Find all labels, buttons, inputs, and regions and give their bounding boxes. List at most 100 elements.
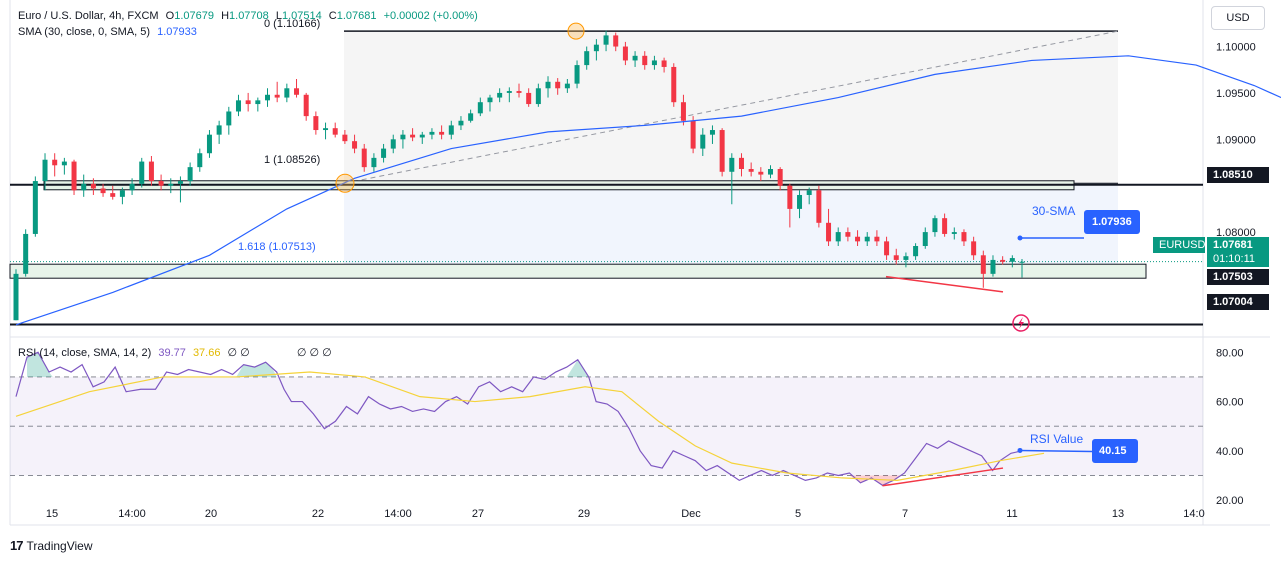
fib-zone-lower bbox=[344, 183, 1118, 278]
candle bbox=[816, 185, 822, 228]
candle bbox=[216, 120, 222, 144]
candle-body bbox=[797, 194, 803, 209]
currency-button[interactable]: USD bbox=[1211, 6, 1265, 30]
candle-body bbox=[971, 241, 977, 256]
rsi-ma-line bbox=[15, 371, 1045, 481]
swing-low-marker bbox=[335, 173, 355, 193]
candle-body bbox=[390, 139, 396, 149]
candle-body bbox=[961, 232, 967, 242]
candle bbox=[177, 176, 183, 203]
candle-body bbox=[729, 157, 735, 172]
candle bbox=[787, 183, 793, 228]
candle bbox=[777, 167, 783, 191]
candle-body bbox=[361, 148, 367, 168]
candle-body bbox=[864, 236, 870, 242]
candle-body bbox=[574, 65, 580, 84]
sma-legend-value: 1.07933 bbox=[157, 26, 197, 38]
candle-body bbox=[139, 161, 145, 184]
candle bbox=[768, 165, 773, 179]
candle-body bbox=[400, 134, 406, 140]
time-axis-label: 27 bbox=[472, 508, 484, 520]
candle-body bbox=[226, 111, 232, 126]
sma-annotation-label: 30-SMA bbox=[1032, 204, 1076, 218]
candle bbox=[845, 227, 851, 242]
sma-annotation-dot bbox=[1017, 235, 1023, 241]
candle bbox=[980, 250, 986, 288]
candle-body bbox=[245, 100, 251, 105]
candle-body bbox=[874, 236, 880, 242]
candle-body bbox=[593, 44, 599, 52]
candle-body bbox=[738, 157, 744, 169]
open-label: O bbox=[165, 10, 175, 22]
candle-body bbox=[197, 153, 203, 168]
rsi-axis-label: 60.00 bbox=[1216, 397, 1244, 409]
candle bbox=[458, 116, 464, 131]
fib-label-0: 0 (1.10166) bbox=[264, 18, 321, 30]
candle bbox=[613, 32, 619, 52]
candle bbox=[535, 83, 541, 107]
candle bbox=[497, 88, 503, 103]
candle-body bbox=[768, 169, 773, 175]
tradingview-logo[interactable]: 17 TradingView bbox=[10, 538, 93, 553]
candle bbox=[303, 92, 309, 121]
rsi-legend[interactable]: RSI (14, close, SMA, 14, 2) 39.77 37.66 … bbox=[18, 346, 336, 359]
candle bbox=[864, 232, 870, 247]
candle-body bbox=[274, 94, 280, 98]
candle-body bbox=[826, 222, 832, 242]
candle bbox=[1000, 256, 1006, 265]
level-tag-2: 1.07503 bbox=[1207, 269, 1269, 285]
candle-body bbox=[642, 55, 648, 66]
time-axis-label: 29 bbox=[578, 508, 590, 520]
candle-body bbox=[81, 183, 87, 191]
sma-legend[interactable]: SMA (30, close, 0, SMA, 5) 1.07933 bbox=[18, 26, 201, 38]
candle bbox=[119, 187, 125, 205]
candle-body bbox=[477, 102, 483, 114]
candle bbox=[564, 79, 570, 93]
candle bbox=[390, 134, 396, 154]
candle bbox=[661, 57, 667, 73]
open-value: 1.07679 bbox=[174, 10, 214, 22]
candle-body bbox=[90, 183, 96, 189]
symbol-line: Euro / U.S. Dollar, 4h, FXCM bbox=[18, 10, 159, 22]
candle-body bbox=[632, 55, 638, 61]
candle-body bbox=[545, 81, 551, 89]
candle bbox=[903, 252, 909, 268]
candle-body bbox=[148, 161, 154, 182]
candle bbox=[680, 94, 686, 126]
price-divergence-line bbox=[885, 275, 1004, 293]
rsi-overbought-fill bbox=[566, 359, 589, 377]
candle-body bbox=[903, 256, 909, 260]
candle bbox=[158, 174, 164, 191]
rsi-axis-label: 80.00 bbox=[1216, 347, 1244, 359]
chart-legend-main: Euro / U.S. Dollar, 4h, FXCM O1.07679 H1… bbox=[18, 10, 482, 22]
candle-body bbox=[177, 181, 183, 184]
candle-body bbox=[294, 88, 300, 95]
sma-legend-label: SMA (30, close, 0, SMA, 5) bbox=[18, 26, 151, 38]
candle bbox=[294, 79, 300, 98]
candle-body bbox=[32, 181, 38, 234]
candle-body bbox=[52, 159, 58, 166]
time-axis-label: 14:00 bbox=[118, 508, 146, 520]
candle bbox=[990, 255, 996, 277]
candle-body bbox=[777, 169, 783, 186]
candle-body bbox=[884, 241, 890, 256]
candle bbox=[893, 248, 899, 265]
candle bbox=[516, 83, 522, 98]
candle bbox=[642, 51, 648, 70]
candle-body bbox=[845, 232, 851, 237]
candle bbox=[700, 128, 706, 157]
candle bbox=[487, 94, 493, 112]
support-zone bbox=[9, 263, 1147, 279]
high-value: 1.07708 bbox=[229, 10, 269, 22]
candle bbox=[622, 41, 628, 66]
symbol-tag: EURUSD bbox=[1153, 237, 1205, 253]
candle-body bbox=[487, 97, 493, 103]
time-axis-label: 22 bbox=[312, 508, 324, 520]
candle-body bbox=[980, 255, 986, 274]
candle-body bbox=[613, 35, 619, 47]
candle bbox=[932, 215, 938, 237]
candle bbox=[526, 88, 532, 107]
candle-body bbox=[748, 169, 754, 172]
candle bbox=[265, 88, 270, 107]
